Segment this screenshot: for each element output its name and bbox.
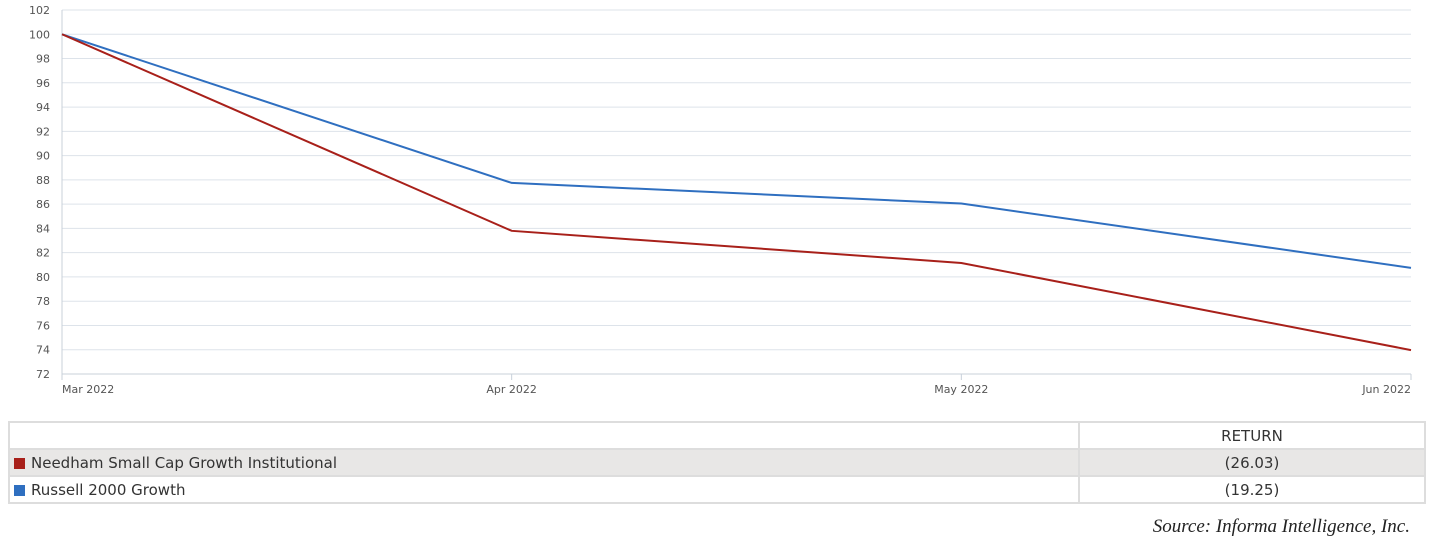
y-tick-label: 96 <box>36 77 50 90</box>
x-tick-label: Mar 2022 <box>62 383 114 396</box>
series-line <box>61 33 1412 269</box>
return-header: RETURN <box>1078 421 1426 450</box>
table-row: Needham Small Cap Growth Institutional (… <box>8 448 1426 477</box>
table-row: Russell 2000 Growth (19.25) <box>8 475 1426 504</box>
x-tick-label: Jun 2022 <box>1361 383 1411 396</box>
y-tick-label: 80 <box>36 271 50 284</box>
return-value: (19.25) <box>1078 475 1426 504</box>
x-tick-label: May 2022 <box>934 383 988 396</box>
x-tick-label: Apr 2022 <box>486 383 537 396</box>
return-value: (26.03) <box>1078 448 1426 477</box>
y-tick-label: 88 <box>36 174 50 187</box>
y-tick-label: 76 <box>36 319 50 332</box>
y-tick-label: 84 <box>36 222 50 235</box>
line-chart: 72 74 76 78 80 82 84 86 88 90 92 94 96 98 100 102 Mar 20… <box>29 4 1412 396</box>
y-tick-label: 82 <box>36 247 50 260</box>
y-tick-label: 94 <box>36 101 50 114</box>
y-tick-label: 98 <box>36 53 50 66</box>
legend-swatch <box>14 457 25 469</box>
series-name: Needham Small Cap Growth Institutional <box>31 453 337 472</box>
y-tick-label: 90 <box>36 150 50 163</box>
series-name: Russell 2000 Growth <box>31 480 186 499</box>
y-tick-label: 74 <box>36 344 50 357</box>
y-tick-label: 100 <box>29 28 50 41</box>
y-tick-label: 92 <box>36 125 50 138</box>
series-line <box>61 33 1412 352</box>
legend-swatch <box>14 484 25 496</box>
y-tick-label: 102 <box>29 4 50 17</box>
y-tick-label: 86 <box>36 198 50 211</box>
source-note: Source: Informa Intelligence, Inc. <box>1152 516 1410 537</box>
y-tick-label: 78 <box>36 295 50 308</box>
y-tick-label: 72 <box>36 368 50 381</box>
table-header-row: RETURN <box>8 421 1426 450</box>
returns-table: RETURN Needham Small Cap Growth Institut… <box>8 421 1426 504</box>
